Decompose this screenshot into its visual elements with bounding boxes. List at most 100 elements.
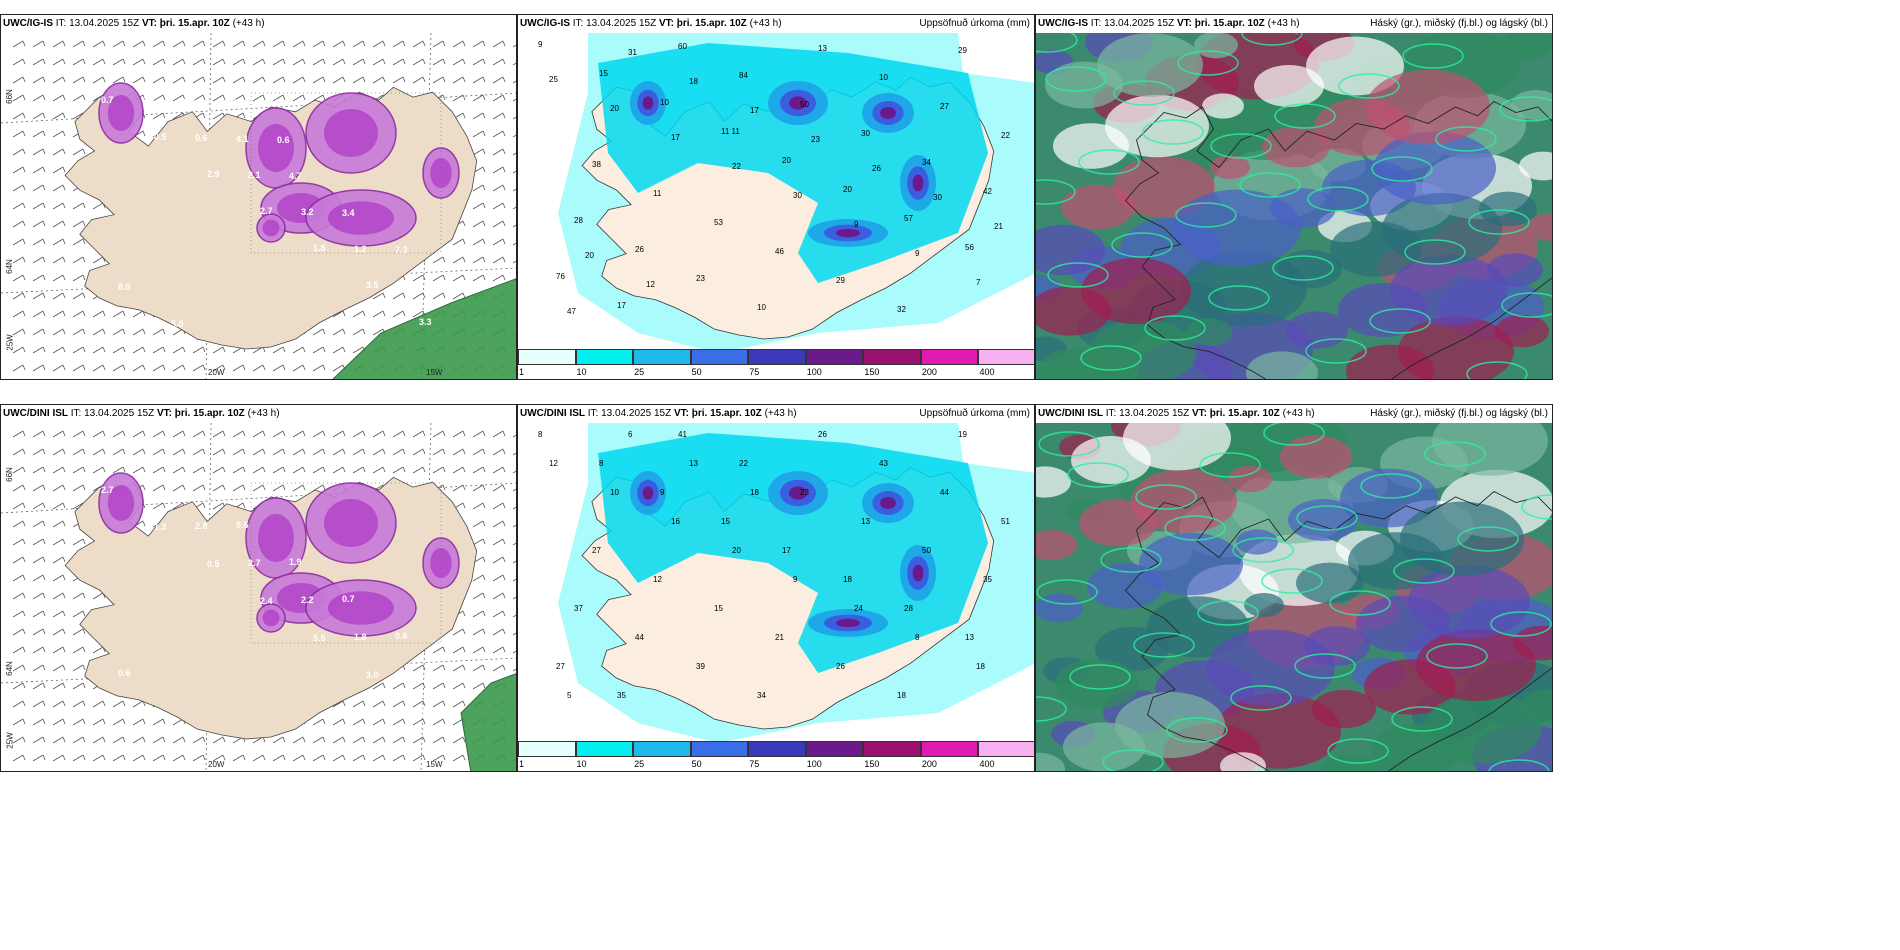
panel-top-right-cloud: UWC/IG-IS IT: 13.04.2025 15Z VT: þri. 15…	[1035, 14, 1553, 380]
colorbar-tick-label: 75	[749, 367, 760, 377]
precip-value-label: 12	[549, 459, 558, 468]
panel-header: UWC/IG-IS IT: 13.04.2025 15Z VT: þri. 15…	[1036, 15, 1552, 33]
it-value: 13.04.2025 15Z	[1104, 18, 1175, 29]
it-label: IT:	[70, 408, 82, 419]
vt-value: þri. 15.apr. 10Z	[174, 408, 245, 419]
it-value: 13.04.2025 15Z	[84, 408, 155, 419]
panel-header: UWC/DINI ISL IT: 13.04.2025 15Z VT: þri.…	[1036, 405, 1552, 423]
map-cloud-bottom	[1036, 423, 1552, 771]
lat-label-64n-bottom: 64N	[4, 661, 14, 676]
model-label: UWC/IG-IS	[1038, 18, 1088, 29]
snow-value-label: 0.4	[183, 97, 196, 107]
lat-label-66n: 66N	[4, 89, 14, 104]
precip-value-label: 20	[585, 251, 594, 260]
precip-value-label: 32	[897, 305, 906, 314]
it-label: IT:	[1105, 408, 1117, 419]
vt-value: þri. 15.apr. 10Z	[1209, 408, 1280, 419]
precip-value-label: 28	[574, 216, 583, 225]
precip-value-label: 23	[800, 488, 809, 497]
vt-value: þri. 15.apr. 10Z	[159, 18, 230, 29]
precip-value-label: 20	[782, 156, 791, 165]
snow-value-label: 3.0	[366, 670, 379, 680]
lon-label-15w-bottom: 15W	[426, 760, 443, 769]
it-label: IT:	[55, 18, 67, 29]
snow-value-label: 0.7	[342, 594, 355, 604]
precip-value-label: 53	[714, 218, 723, 227]
colorbar-segment	[978, 741, 1034, 757]
vt-value: þri. 15.apr. 10Z	[676, 18, 747, 29]
precip-value-label: 34	[757, 691, 766, 700]
precip-value-label: 13	[965, 633, 974, 642]
precip-value-label: 23	[696, 274, 705, 283]
lat-label-64n: 64N	[4, 259, 14, 274]
snow-value-label: 0.4	[142, 96, 155, 106]
panel-header: UWC/IG-IS IT: 13.04.2025 15Z VT: þri. 15…	[518, 15, 1034, 33]
colorbar-segment	[575, 741, 634, 757]
colorbar-tick-label: 10	[576, 367, 587, 377]
snow-value-label: 3.1	[142, 744, 155, 754]
colorbar-tick-label: 150	[864, 759, 880, 769]
precip-value-label: 16	[671, 517, 680, 526]
precip-value-label: 43	[879, 459, 888, 468]
precip-value-label: 26	[872, 164, 881, 173]
colorbar-tick-label: 1	[519, 367, 525, 377]
precip-value-label: 30	[793, 191, 802, 200]
precip-value-label: 34	[922, 158, 931, 167]
snow-value-label: 2.9	[207, 169, 220, 179]
snow-value-label: 0.6	[277, 135, 290, 145]
lon-label-25w-bottom: 25W	[5, 732, 15, 749]
precip-value-label: 38	[592, 160, 601, 169]
precip-value-label: 6	[628, 430, 633, 439]
snow-value-label: 0.6	[395, 631, 408, 641]
precip-value-label: 8	[915, 633, 920, 642]
model-label: UWC/DINI ISL	[520, 408, 585, 419]
model-label: UWC/DINI ISL	[1038, 408, 1103, 419]
it-label: IT:	[587, 408, 599, 419]
colorbar-tick-label: 150	[864, 367, 880, 377]
snow-value-label: 2.8	[195, 521, 208, 531]
model-label: UWC/DINI ISL	[3, 408, 68, 419]
colorbar-tick-label: 1	[519, 759, 525, 769]
lead-time: (+43 h)	[1282, 408, 1315, 419]
precip-value-label: 44	[940, 488, 949, 497]
precip-value-label: 39	[696, 662, 705, 671]
precip-value-label: 5	[567, 691, 572, 700]
precip-value-label: 30	[861, 129, 870, 138]
vt-value: þri. 15.apr. 10Z	[1194, 18, 1265, 29]
lon-label-15w: 15W	[426, 368, 443, 377]
precip-value-label: 9	[793, 575, 798, 584]
vt-label: VT:	[1176, 18, 1192, 29]
it-value: 13.04.2025 15Z	[69, 18, 140, 29]
precip-value-label: 13	[689, 459, 698, 468]
precip-value-label: 46	[775, 247, 784, 256]
snow-value-label: 2.7	[260, 206, 273, 216]
precip-value-label: 26	[818, 430, 827, 439]
precip-value-label: 10	[757, 303, 766, 312]
product-title: Háský (gr.), miðský (fj.bl.) og lágský (…	[1370, 18, 1548, 29]
colorbar-tick-label: 100	[806, 367, 822, 377]
panel-bottom-right-cloud: UWC/DINI ISL IT: 13.04.2025 15Z VT: þri.…	[1035, 404, 1553, 772]
colorbar-tick-label: 75	[749, 759, 760, 769]
snow-value-label: 8.0	[118, 282, 131, 292]
colorbar-segment	[518, 741, 576, 757]
precip-value-label: 42	[983, 187, 992, 196]
precip-value-label: 13	[818, 44, 827, 53]
snow-value-label: 3.4	[342, 208, 355, 218]
precip-value-label: 9	[854, 220, 859, 229]
product-title: Uppsöfnuð úrkoma (mm)	[919, 18, 1030, 29]
colorbar-segment	[690, 349, 749, 365]
snow-value-label: 2.0	[419, 707, 432, 717]
precip-value-label: 50	[800, 100, 809, 109]
panel-header: UWC/DINI ISL IT: 13.04.2025 15Z VT: þri.…	[1, 405, 516, 423]
lead-time: (+43 h)	[1267, 18, 1300, 29]
panel-bottom-left-snow: UWC/DINI ISL IT: 13.04.2025 15Z VT: þri.…	[0, 404, 517, 772]
precip-value-label: 9	[660, 488, 665, 497]
snow-value-label: 1.9	[289, 557, 302, 567]
lon-label-20w-bottom: 20W	[208, 760, 225, 769]
precip-value-label: 50	[922, 546, 931, 555]
precip-value-label: 35	[983, 575, 992, 584]
colorbar-segment	[863, 741, 921, 757]
snow-value-label: 2.7	[224, 98, 237, 108]
precip-value-label: 20	[610, 104, 619, 113]
map-snow-top: 0.7 0.5 2.9 2.7 1.8 3.5 3.3 0.4 0.6 2.1 3.2 1.2 1.8 1…	[1, 33, 516, 379]
